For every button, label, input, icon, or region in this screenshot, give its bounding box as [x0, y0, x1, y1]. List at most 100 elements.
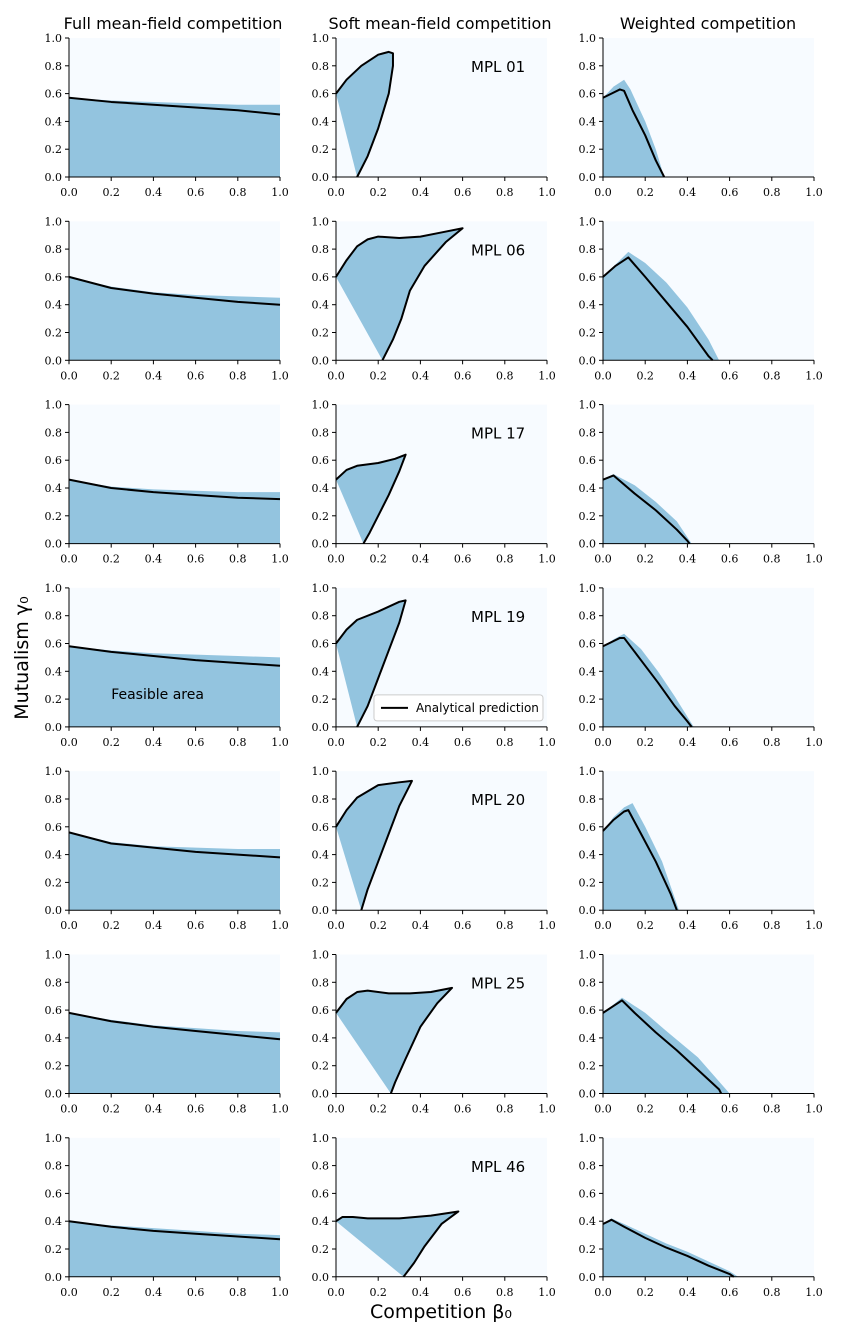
feasible-area — [603, 474, 692, 544]
analytical-curve — [68, 478, 281, 501]
x-tick-label: 0.4 — [679, 186, 697, 199]
y-tick-label: 0.4 — [312, 849, 330, 862]
analytical-curve — [68, 645, 281, 667]
x-tick-label: 0.4 — [412, 553, 430, 566]
y-tick-label: 0.8 — [312, 243, 330, 256]
x-tick-label: 0.4 — [679, 553, 697, 566]
x-tick-label: 0.8 — [496, 1286, 514, 1299]
x-tick-label: 0.4 — [145, 1103, 163, 1116]
analytical-curve — [335, 227, 464, 361]
y-tick-label: 0.4 — [45, 115, 63, 128]
x-tick-label: 1.0 — [805, 919, 823, 932]
x-tick-label: 0.8 — [763, 736, 781, 749]
y-tick-label: 0.0 — [579, 354, 597, 367]
y-tick-label: 0.2 — [579, 876, 597, 889]
y-tick-label: 0.4 — [579, 115, 597, 128]
x-tick-label: 0.8 — [763, 1103, 781, 1116]
x-tick-label: 0.2 — [636, 919, 654, 932]
feasible-area — [336, 780, 412, 911]
panel-full-4: 0.0 0.2 0.4 0.6 0.8 1.0 0.0 0.2 0.4 0.6 0.8 1.0 — [45, 582, 289, 749]
y-tick-label: 0.8 — [312, 1160, 330, 1173]
y-tick-label: 0.0 — [45, 171, 63, 184]
analytical-curve — [602, 999, 723, 1094]
y-tick-label: 0.4 — [579, 1032, 597, 1045]
panel-soft-4: 0.0 0.2 0.4 0.6 0.8 1.0 0.0 0.2 0.4 0.6 0.8 1.0 MPL … — [312, 582, 556, 749]
x-tick-label: 0.2 — [102, 369, 120, 382]
y-tick-label: 0.8 — [45, 1160, 63, 1173]
y-tick-label: 0.4 — [45, 1032, 63, 1045]
x-tick-label: 0.4 — [145, 919, 163, 932]
x-tick-label: 1.0 — [805, 736, 823, 749]
y-tick-label: 0.0 — [312, 721, 330, 734]
y-tick-label: 0.2 — [45, 876, 63, 889]
x-tick-label: 0.0 — [60, 553, 78, 566]
panel-soft-5: 0.0 0.2 0.4 0.6 0.8 1.0 0.0 0.2 0.4 0.6 0.8 1.0 MPL … — [312, 765, 556, 932]
x-tick-label: 0.2 — [102, 919, 120, 932]
y-tick-label: 0.4 — [579, 665, 597, 678]
y-tick-label: 0.2 — [45, 1060, 63, 1073]
y-tick-label: 0.0 — [45, 354, 63, 367]
x-tick-label: 0.2 — [102, 553, 120, 566]
panel-full-5: 0.0 0.2 0.4 0.6 0.8 1.0 0.0 0.2 0.4 0.6 0.8 1.0 — [45, 765, 289, 932]
x-tick-label: 1.0 — [538, 369, 556, 382]
y-tick-label: 0.2 — [45, 1243, 63, 1256]
x-tick-label: 0.0 — [60, 736, 78, 749]
panel-full-3: 0.0 0.2 0.4 0.6 0.8 1.0 0.0 0.2 0.4 0.6 0.8 1.0 — [45, 399, 289, 566]
plot-background — [336, 1137, 547, 1277]
x-tick-label: 0.0 — [60, 369, 78, 382]
y-tick-label: 0.8 — [312, 60, 330, 73]
analytical-curve — [602, 1218, 735, 1278]
x-tick-label: 0.6 — [187, 553, 205, 566]
x-tick-label: 0.0 — [327, 369, 345, 382]
analytical-curve — [335, 453, 407, 545]
column-title-full: Full mean-field competition — [64, 14, 283, 33]
y-tick-label: 0.6 — [312, 454, 330, 467]
x-tick-label: 1.0 — [538, 1286, 556, 1299]
feasible-area — [603, 633, 694, 727]
x-tick-label: 0.6 — [454, 369, 472, 382]
analytical-curve — [602, 88, 666, 178]
panel-soft-2: 0.0 0.2 0.4 0.6 0.8 1.0 0.0 0.2 0.4 0.6 0.8 1.0 MPL … — [312, 215, 556, 382]
feasible-area — [603, 803, 679, 911]
x-tick-label: 0.8 — [496, 1103, 514, 1116]
x-tick-label: 0.8 — [763, 186, 781, 199]
x-tick-label: 0.4 — [412, 1286, 430, 1299]
y-tick-label: 0.4 — [579, 482, 597, 495]
y-tick-label: 1.0 — [312, 1132, 330, 1145]
x-tick-label: 0.6 — [721, 1286, 739, 1299]
y-tick-label: 0.0 — [579, 538, 597, 551]
x-tick-label: 0.4 — [412, 369, 430, 382]
y-tick-label: 1.0 — [45, 399, 63, 412]
x-tick-label: 0.2 — [636, 736, 654, 749]
x-tick-label: 0.6 — [721, 369, 739, 382]
y-tick-label: 0.8 — [312, 610, 330, 623]
y-tick-label: 1.0 — [45, 949, 63, 962]
legend-box — [373, 694, 544, 722]
feasible-area — [336, 1211, 459, 1277]
x-tick-label: 0.0 — [594, 369, 612, 382]
panel-soft-6: 0.0 0.2 0.4 0.6 0.8 1.0 0.0 0.2 0.4 0.6 0.8 1.0 MPL … — [312, 949, 556, 1116]
x-tick-label: 0.2 — [369, 919, 387, 932]
y-tick-label: 0.0 — [45, 721, 63, 734]
y-tick-label: 0.0 — [45, 1088, 63, 1101]
y-tick-label: 0.2 — [45, 693, 63, 706]
y-tick-label: 0.2 — [579, 1060, 597, 1073]
y-tick-label: 0.0 — [45, 904, 63, 917]
panel-weighted-2: 0.0 0.2 0.4 0.6 0.8 1.0 0.0 0.2 0.4 0.6 0.8 1.0 — [579, 215, 823, 382]
y-tick-label: 0.6 — [579, 1187, 597, 1200]
x-tick-label: 0.2 — [369, 736, 387, 749]
x-tick-label: 1.0 — [805, 186, 823, 199]
y-tick-label: 0.8 — [579, 976, 597, 989]
y-tick-label: 0.2 — [312, 876, 330, 889]
x-tick-label: 0.8 — [496, 186, 514, 199]
y-tick-label: 0.8 — [45, 793, 63, 806]
x-tick-label: 0.2 — [102, 1286, 120, 1299]
x-tick-label: 0.0 — [327, 553, 345, 566]
analytical-curve — [68, 831, 281, 859]
analytical-curve — [602, 809, 678, 911]
x-tick-label: 0.8 — [229, 1103, 247, 1116]
y-tick-label: 0.6 — [312, 821, 330, 834]
x-tick-label: 0.8 — [229, 186, 247, 199]
y-tick-label: 0.0 — [312, 354, 330, 367]
